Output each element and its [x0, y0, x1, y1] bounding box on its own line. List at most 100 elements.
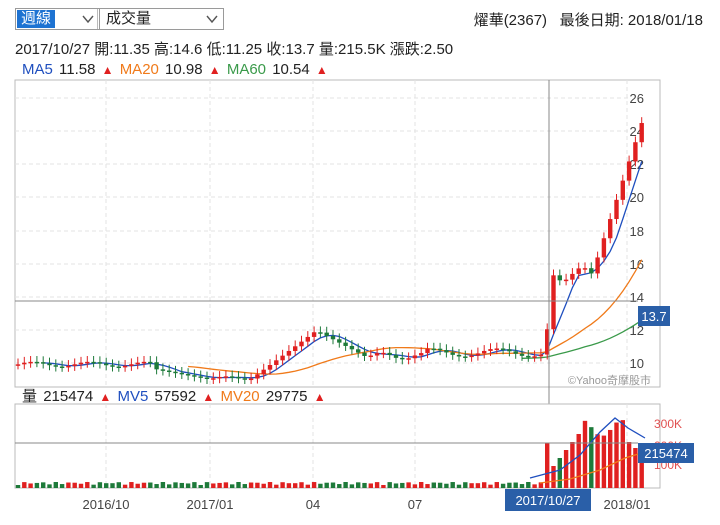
- volume-bar: [620, 420, 625, 488]
- volume-bar: [368, 483, 373, 488]
- candle-body: [311, 332, 317, 337]
- mv5-label: MV5: [117, 388, 149, 405]
- candle-body: [141, 361, 147, 364]
- volume-bar: [66, 482, 71, 488]
- volume-bar: [343, 482, 348, 488]
- candle-body: [15, 364, 21, 366]
- volume-bar: [104, 483, 109, 488]
- volume-bar: [185, 483, 191, 488]
- volume-bar: [15, 485, 21, 488]
- up-arrow-icon: ▲: [99, 390, 112, 404]
- volume-bar: [463, 482, 468, 488]
- candle-body: [545, 329, 550, 355]
- volume-bar: [337, 484, 342, 488]
- candle-body: [148, 361, 153, 364]
- volume-bar: [192, 482, 197, 488]
- volume-bar: [160, 482, 166, 488]
- candle-body: [519, 353, 525, 356]
- volume-bar: [482, 482, 487, 488]
- ma20-label: MA20: [119, 61, 159, 78]
- candle-body: [576, 268, 581, 274]
- period-select[interactable]: 週線: [15, 8, 100, 30]
- quote-volume: 量:215.5K: [318, 41, 386, 58]
- candle-body: [582, 268, 588, 270]
- volume-bar: [248, 482, 254, 488]
- candle-body: [78, 362, 84, 365]
- price-tick: 12: [630, 323, 644, 338]
- candle-body: [475, 353, 481, 356]
- volume-bar: [211, 483, 216, 488]
- volume-bar: [85, 482, 90, 488]
- candle-body: [431, 348, 436, 351]
- volume-bar: [230, 484, 235, 488]
- candle-body: [293, 346, 298, 351]
- price-tick: 22: [630, 157, 644, 172]
- candle-body: [463, 356, 468, 358]
- volume-bar: [419, 482, 424, 488]
- volume-bar: [519, 484, 525, 488]
- period-select-value: 週線: [17, 10, 56, 28]
- candle-body: [318, 332, 323, 334]
- candle-body: [223, 376, 229, 378]
- candle-body: [173, 371, 178, 374]
- volume-bar: [614, 422, 619, 488]
- x-tick: 2018/01: [604, 497, 651, 512]
- candle-body: [47, 363, 52, 366]
- volume-bar: [538, 482, 544, 488]
- volume-bar: [393, 483, 399, 488]
- candle-body: [563, 279, 569, 282]
- candle-body: [192, 375, 197, 377]
- indicator-select-value: 成交量: [106, 10, 152, 27]
- price-tick: 14: [630, 290, 644, 305]
- candle-body: [41, 362, 46, 364]
- volume-bar: [198, 484, 203, 488]
- volume-bar: [318, 483, 323, 488]
- candle-body: [482, 350, 487, 354]
- candle-body: [356, 349, 361, 353]
- volume-bar: [305, 484, 310, 488]
- candle-body: [614, 199, 619, 220]
- yahoo-watermark: ©Yahoo奇摩股市: [568, 373, 651, 387]
- price-tick: 18: [630, 224, 644, 239]
- quote-close: 收:13.7: [266, 41, 315, 58]
- volume-bar: [608, 429, 613, 488]
- volume-bars: [15, 420, 644, 488]
- volume-bar: [639, 454, 644, 488]
- volume-bar: [526, 482, 531, 488]
- candle-body: [204, 377, 210, 380]
- volume-bar: [406, 482, 411, 488]
- candle-body: [425, 348, 430, 354]
- candle-body: [419, 353, 424, 356]
- date-crosshair-value: 2017/10/27: [515, 493, 580, 508]
- quote-low: 低:11.25: [206, 41, 263, 58]
- volume-bar: [633, 448, 638, 488]
- volume-bar: [293, 483, 298, 488]
- chart-header: 燿華(2367) 最後日期: 2018/01/18: [474, 9, 703, 30]
- x-tick: 2016/10: [83, 497, 130, 512]
- quote-open: 開:11.35: [94, 41, 150, 58]
- volume-bar: [129, 482, 134, 488]
- candle-body: [608, 219, 613, 239]
- volume-bar: [450, 482, 455, 488]
- indicator-select[interactable]: 成交量: [99, 8, 224, 30]
- volume-bar: [545, 443, 550, 488]
- volume-bar: [400, 482, 405, 488]
- candle-body: [299, 341, 304, 347]
- candle-body: [135, 362, 140, 365]
- candle-body: [211, 378, 216, 380]
- candle-body: [280, 355, 285, 361]
- candle-body: [633, 142, 638, 162]
- chevron-down-icon: [82, 15, 94, 24]
- candle-body: [305, 336, 310, 342]
- volume-bar: [513, 482, 518, 488]
- candle-body: [469, 355, 474, 358]
- volume-bar: [412, 484, 418, 488]
- candle-body: [526, 355, 531, 358]
- last-date: 最後日期: 2018/01/18: [559, 12, 703, 29]
- candle-body: [248, 378, 254, 381]
- candle-body: [255, 374, 260, 379]
- volume-bar: [381, 484, 386, 488]
- mv20-line: [539, 451, 646, 484]
- candle-body: [381, 352, 386, 355]
